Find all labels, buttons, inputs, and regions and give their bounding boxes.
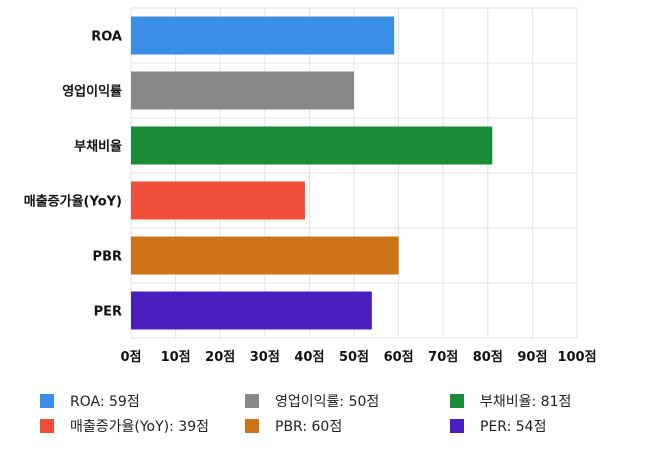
category-label: PBR [93, 250, 122, 265]
bar [131, 16, 395, 55]
bar [131, 236, 399, 275]
legend-swatch-sales-growth [40, 419, 54, 433]
x-tick-label: 40점 [294, 350, 324, 365]
x-tick-label: 90점 [517, 350, 547, 365]
category-label: ROA [91, 30, 122, 45]
bar [131, 126, 493, 165]
x-tick-label: 0점 [120, 350, 141, 365]
bar [131, 291, 372, 330]
legend-item-operating-margin: 영업이익률: 50점 [245, 391, 379, 411]
x-tick-label: 30점 [250, 350, 280, 365]
legend-label-operating-margin: 영업이익률: 50점 [275, 394, 380, 410]
bar [131, 181, 305, 220]
legend-label-debt-ratio: 부채비율: 81점 [480, 394, 572, 410]
x-tick-label: 60점 [384, 350, 414, 365]
category-label: 부채비율 [74, 139, 122, 155]
legend-item-roa: ROA: 59점 [40, 391, 140, 411]
legend-label-pbr: PBR: 60점 [275, 419, 343, 435]
legend-item-pbr: PBR: 60점 [245, 416, 342, 436]
legend-label-per: PER: 54점 [480, 419, 547, 435]
legend-label-roa: ROA: 59점 [70, 394, 140, 410]
x-tick-label: 80점 [473, 350, 503, 365]
legend-swatch-operating-margin [245, 394, 259, 408]
category-label: 영업이익률 [62, 84, 122, 100]
bar [131, 71, 354, 110]
x-tick-label: 100점 [557, 350, 596, 365]
x-tick-label: 20점 [205, 350, 235, 365]
legend-swatch-per [450, 419, 464, 433]
legend-item-per: PER: 54점 [450, 416, 546, 436]
category-label: 매출증가율(YoY) [24, 194, 122, 210]
legend-item-debt-ratio: 부채비율: 81점 [450, 391, 571, 411]
legend-swatch-debt-ratio [450, 394, 464, 408]
x-tick-label: 10점 [161, 350, 191, 365]
category-label: PER [94, 305, 122, 320]
x-tick-label: 50점 [339, 350, 369, 365]
x-tick-label: 70점 [428, 350, 458, 365]
legend-label-sales-growth: 매출증가율(YoY): 39점 [70, 419, 209, 435]
legend-item-sales-growth: 매출증가율(YoY): 39점 [40, 416, 209, 436]
legend-swatch-pbr [245, 419, 259, 433]
legend-swatch-roa [40, 394, 54, 408]
